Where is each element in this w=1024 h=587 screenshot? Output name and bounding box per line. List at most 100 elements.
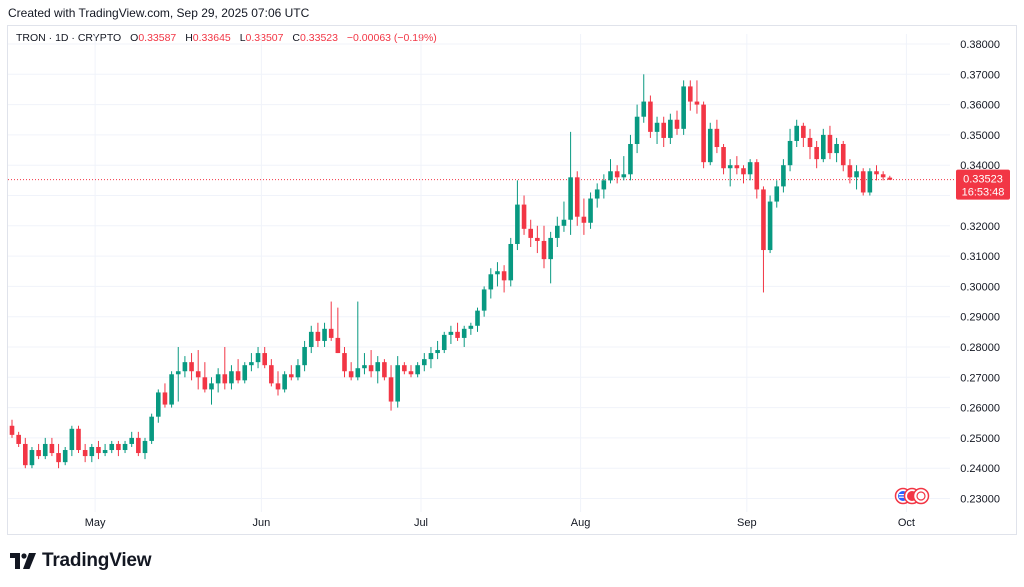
candle-body	[648, 101, 653, 132]
candle-body	[787, 140, 793, 166]
chart-frame	[7, 25, 1017, 535]
low-value: 0.33507	[245, 32, 284, 44]
close-label: C	[292, 32, 301, 44]
candle-body	[36, 450, 41, 457]
candle-body	[834, 143, 839, 154]
candle-body	[767, 201, 773, 251]
candle-body	[721, 147, 726, 169]
candle-body	[102, 450, 108, 454]
candle-body	[821, 134, 826, 160]
y-tick-label: 0.32000	[960, 221, 1000, 233]
candle-body	[501, 271, 507, 281]
candle-body	[661, 122, 666, 138]
candle-body	[249, 362, 254, 366]
candle-body	[807, 137, 813, 148]
candle-body	[734, 165, 740, 169]
y-tick-label: 0.26000	[960, 403, 1000, 415]
candle-body	[388, 377, 394, 402]
candle-body	[634, 116, 640, 144]
y-tick-label: 0.31000	[960, 251, 1000, 263]
candle-body	[49, 443, 55, 454]
candle-body	[302, 347, 307, 366]
x-tick-label: Aug	[571, 517, 591, 529]
candle-body	[9, 425, 15, 435]
price-badge-countdown: 16:53:48	[962, 187, 1005, 199]
candle-body	[754, 162, 760, 190]
candle-body	[727, 165, 733, 169]
candle-body	[275, 383, 281, 390]
candle-body	[408, 371, 414, 375]
y-tick-label: 0.34000	[960, 160, 1000, 172]
close-value: 0.33523	[300, 32, 338, 44]
candle-body	[348, 371, 354, 378]
y-tick-label: 0.38000	[960, 39, 1000, 51]
y-tick-label: 0.27000	[960, 372, 1000, 384]
candle-body	[628, 143, 633, 175]
tradingview-logo-icon	[10, 553, 36, 569]
candle-body	[840, 143, 846, 166]
y-tick-label: 0.35000	[960, 130, 1000, 142]
candle-body	[142, 440, 148, 454]
candle-body	[515, 204, 520, 244]
candle-body	[594, 189, 600, 199]
candle-body	[521, 204, 527, 229]
y-tick-label: 0.29000	[960, 312, 1000, 324]
candle-body	[368, 365, 374, 372]
candle-body	[116, 443, 121, 451]
candle-body	[681, 86, 686, 129]
candle-body	[741, 168, 746, 175]
candle-body	[62, 450, 68, 463]
candle-body	[794, 125, 799, 141]
y-tick-label: 0.36000	[960, 100, 1000, 112]
price-badge-value: 0.33523	[963, 174, 1003, 186]
candle-body	[402, 365, 407, 372]
candle-body	[614, 171, 620, 178]
candle-body	[289, 374, 294, 378]
candle-body	[887, 177, 893, 180]
candle-body	[23, 443, 28, 466]
candle-body	[814, 147, 819, 160]
y-tick-label: 0.25000	[960, 433, 1000, 445]
open-value: 0.33587	[138, 32, 177, 44]
candle-body	[461, 328, 467, 338]
candle-body	[315, 331, 321, 341]
candle-body	[89, 446, 95, 457]
candle-body	[282, 374, 287, 390]
candle-body	[29, 450, 35, 466]
candle-body	[69, 428, 75, 451]
candle-body	[601, 180, 607, 190]
low-label: L	[239, 32, 246, 44]
candle-body	[189, 362, 194, 372]
candle-body	[96, 446, 101, 454]
candle-body	[235, 371, 241, 381]
price-badge	[956, 169, 1010, 200]
candle-body	[375, 362, 381, 372]
candle-body	[242, 365, 248, 381]
candle-body	[415, 365, 420, 375]
candle-body	[229, 371, 234, 384]
candle-body	[328, 328, 334, 338]
chart-caption: Created with TradingView.com, Sep 29, 20…	[8, 6, 310, 20]
candle-body	[707, 128, 713, 163]
candle-body	[568, 177, 573, 220]
candle-body	[867, 171, 873, 193]
candle-body	[182, 362, 188, 372]
candle-body	[495, 271, 500, 275]
candle-body	[162, 392, 168, 405]
candle-body	[56, 453, 61, 463]
candle-body	[880, 174, 886, 178]
candle-body	[481, 289, 487, 311]
candle-body	[488, 274, 494, 290]
candle-body	[322, 328, 327, 341]
candle-body	[588, 198, 593, 223]
event-flags-icon[interactable]	[891, 487, 931, 505]
candle-body	[269, 365, 274, 384]
candle-body	[202, 377, 208, 390]
candle-body	[541, 240, 547, 260]
candle-body	[222, 374, 228, 384]
candle-body	[295, 365, 301, 378]
candle-body	[355, 368, 361, 378]
candle-body	[215, 374, 221, 384]
change-value: −0.00063 (−0.19%)	[346, 32, 437, 44]
